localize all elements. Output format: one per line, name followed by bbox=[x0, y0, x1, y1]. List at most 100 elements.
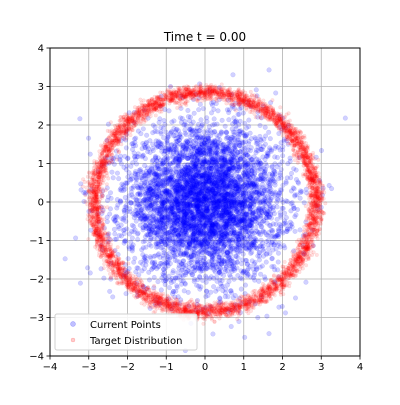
point-current bbox=[244, 191, 249, 196]
point-current bbox=[221, 225, 226, 230]
point-current bbox=[169, 175, 174, 180]
point-current bbox=[152, 275, 157, 280]
point-current bbox=[178, 142, 183, 147]
point-current bbox=[259, 164, 264, 169]
point-current bbox=[133, 136, 138, 141]
point-current bbox=[165, 235, 170, 240]
point-current bbox=[260, 147, 265, 152]
point-current bbox=[257, 201, 262, 206]
point-current bbox=[231, 263, 236, 268]
point-current bbox=[263, 211, 268, 216]
point-current bbox=[179, 239, 184, 244]
point-current bbox=[296, 181, 301, 186]
chart-title: Time t = 0.00 bbox=[163, 30, 246, 44]
point-current bbox=[229, 267, 234, 272]
point-current bbox=[275, 205, 280, 210]
point-current bbox=[164, 182, 169, 187]
point-current bbox=[150, 130, 155, 135]
point-current bbox=[150, 266, 155, 271]
point-current bbox=[113, 232, 118, 237]
point-current bbox=[246, 272, 251, 277]
point-current bbox=[168, 261, 173, 266]
point-current bbox=[236, 132, 241, 137]
point-current bbox=[191, 120, 196, 125]
point-current bbox=[256, 148, 261, 153]
point-current bbox=[247, 118, 252, 123]
point-current bbox=[284, 215, 289, 220]
point-current bbox=[174, 128, 179, 133]
point-current bbox=[217, 255, 222, 260]
point-current bbox=[169, 220, 174, 225]
point-current bbox=[125, 227, 130, 232]
point-current bbox=[251, 238, 256, 243]
point-current bbox=[277, 241, 282, 246]
point-current bbox=[199, 252, 204, 257]
point-current bbox=[116, 176, 121, 181]
point-current bbox=[143, 173, 148, 178]
point-current bbox=[233, 119, 238, 124]
point-current bbox=[225, 235, 230, 240]
point-current bbox=[174, 228, 179, 233]
point-current bbox=[268, 207, 273, 212]
point-current bbox=[267, 68, 272, 73]
point-current bbox=[225, 283, 230, 288]
point-current bbox=[254, 265, 259, 270]
point-current bbox=[162, 118, 167, 123]
point-current bbox=[207, 139, 212, 144]
point-current bbox=[235, 241, 240, 246]
point-current bbox=[158, 117, 163, 122]
point-current bbox=[145, 166, 150, 171]
point-current bbox=[177, 161, 182, 166]
point-current bbox=[203, 172, 208, 177]
point-current bbox=[183, 165, 188, 170]
point-current bbox=[196, 107, 201, 112]
point-current bbox=[186, 108, 191, 113]
point-current bbox=[191, 266, 196, 271]
point-current bbox=[63, 257, 68, 262]
point-current bbox=[171, 268, 176, 273]
point-current bbox=[232, 277, 237, 282]
point-current bbox=[219, 131, 224, 136]
point-current bbox=[85, 266, 90, 271]
point-current bbox=[155, 194, 160, 199]
point-current bbox=[158, 206, 163, 211]
point-current bbox=[235, 200, 240, 205]
point-current bbox=[221, 244, 226, 249]
point-current bbox=[204, 220, 209, 225]
point-current bbox=[192, 222, 197, 227]
point-current bbox=[73, 236, 78, 241]
point-current bbox=[209, 111, 214, 116]
point-current bbox=[175, 259, 180, 264]
point-current bbox=[135, 232, 140, 237]
point-current bbox=[343, 116, 348, 121]
point-current bbox=[281, 183, 286, 188]
point-current bbox=[175, 208, 180, 213]
point-current bbox=[229, 288, 234, 293]
point-current bbox=[236, 222, 241, 227]
point-current bbox=[204, 289, 209, 294]
point-current bbox=[215, 228, 220, 233]
point-current bbox=[215, 122, 220, 127]
point-current bbox=[127, 232, 132, 237]
point-current bbox=[230, 127, 235, 132]
point-current bbox=[276, 145, 281, 150]
point-current bbox=[210, 232, 215, 237]
point-current bbox=[134, 197, 139, 202]
point-current bbox=[258, 207, 263, 212]
point-current bbox=[199, 238, 204, 243]
point-current bbox=[156, 241, 161, 246]
point-current bbox=[238, 232, 243, 237]
point-current bbox=[197, 128, 202, 133]
point-current bbox=[184, 203, 189, 208]
point-current bbox=[269, 240, 274, 245]
point-current bbox=[229, 324, 234, 329]
point-current bbox=[234, 170, 239, 175]
point-current bbox=[276, 260, 281, 265]
point-current bbox=[267, 331, 272, 336]
point-current bbox=[162, 270, 167, 275]
point-current bbox=[111, 176, 116, 181]
point-current bbox=[154, 230, 159, 235]
point-current bbox=[192, 186, 197, 191]
point-current bbox=[204, 186, 209, 191]
